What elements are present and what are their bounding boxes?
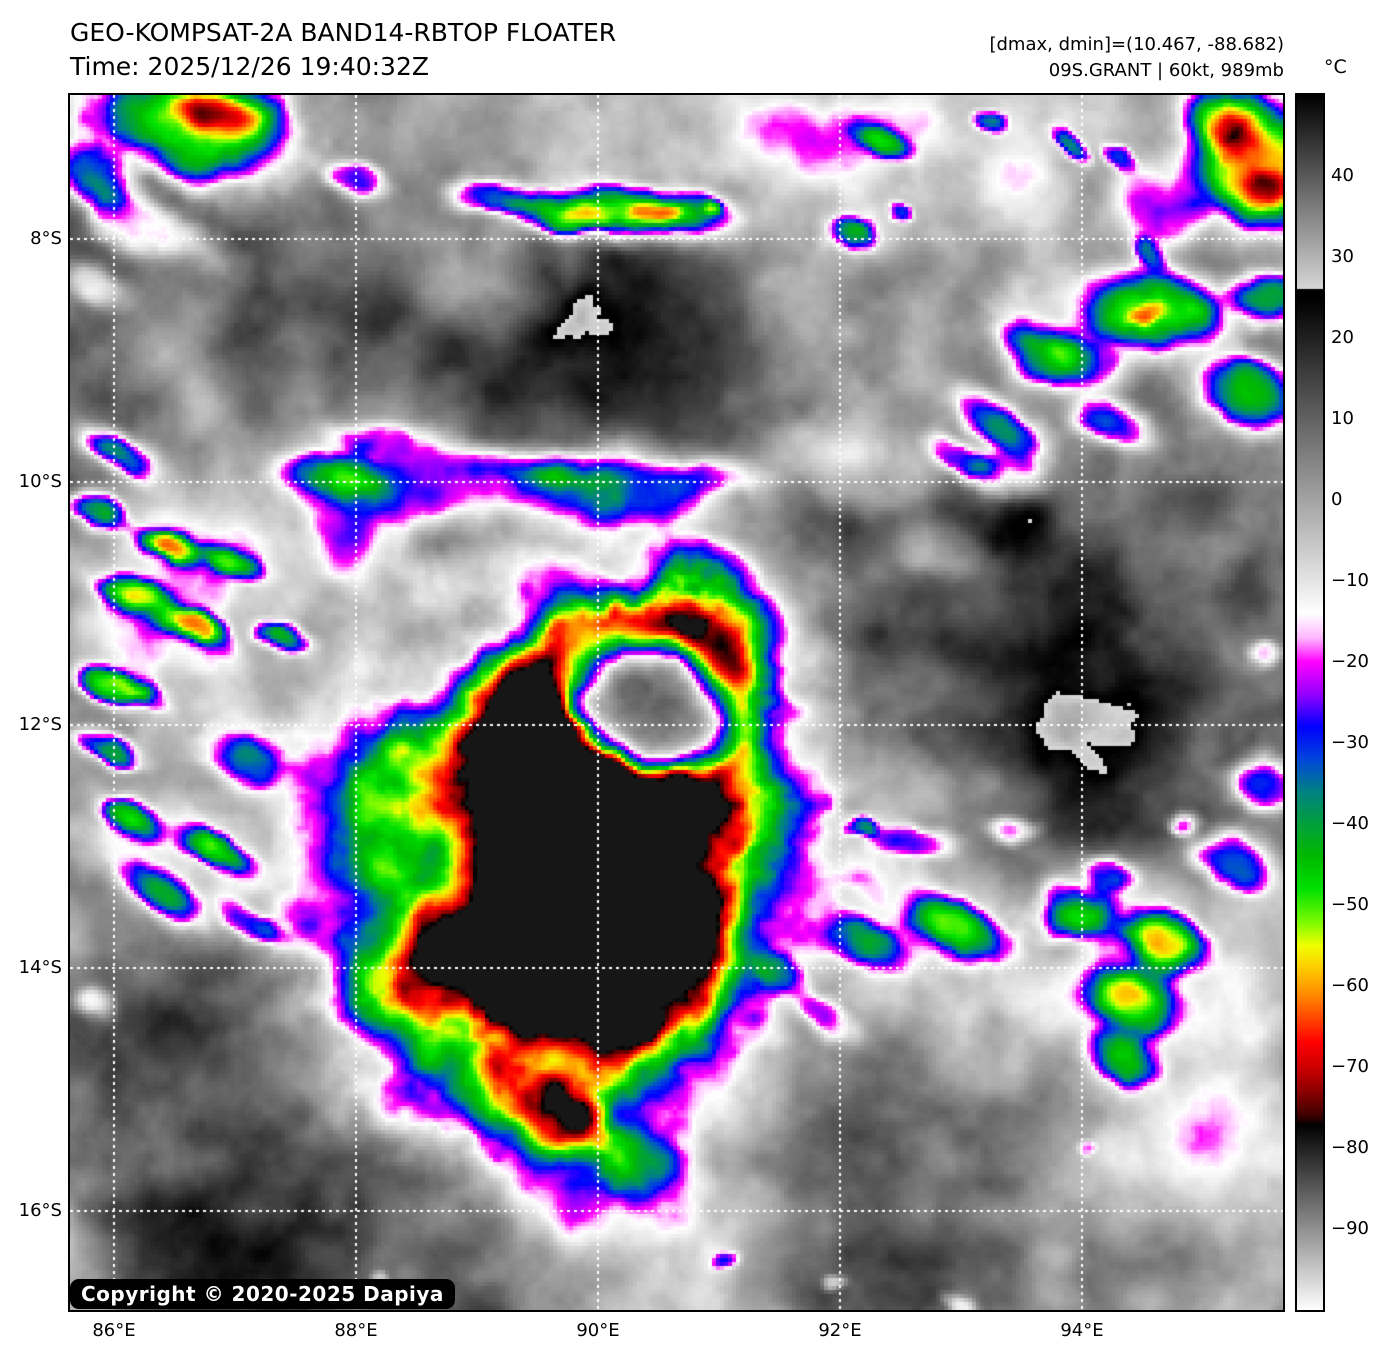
product-title: GEO-KOMPSAT-2A BAND14-RBTOP FLOATER	[70, 18, 617, 47]
colorbar-tick-30: 30	[1331, 246, 1354, 267]
colorbar-tick-10: 10	[1331, 408, 1354, 429]
dmax-dmin-readout: [dmax, dmin]=(10.467, -88.682)	[989, 34, 1284, 55]
colorbar-unit-label: °C	[1324, 56, 1347, 78]
colorbar-tick-−70: −70	[1331, 1056, 1369, 1077]
info-block: [dmax, dmin]=(10.467, -88.682) 09S.GRANT …	[989, 32, 1284, 84]
lon-label-88°E: 88°E	[334, 1320, 378, 1341]
lat-label-12°S: 12°S	[18, 714, 62, 735]
colorbar-tick-−40: −40	[1331, 813, 1369, 834]
colorbar-tick-−10: −10	[1331, 570, 1369, 591]
lat-label-8°S: 8°S	[30, 228, 62, 249]
lat-label-16°S: 16°S	[18, 1200, 62, 1221]
lat-label-10°S: 10°S	[18, 471, 62, 492]
colorbar-tick-−20: −20	[1331, 651, 1369, 672]
storm-id-readout: 09S.GRANT | 60kt, 989mb	[1048, 60, 1284, 81]
lon-label-90°E: 90°E	[576, 1320, 620, 1341]
colorbar-tick-−30: −30	[1331, 732, 1369, 753]
lat-label-14°S: 14°S	[18, 957, 62, 978]
colorbar-tick-0: 0	[1331, 489, 1343, 510]
colorbar-canvas	[1297, 95, 1323, 1310]
colorbar-tick-−80: −80	[1331, 1137, 1369, 1158]
lon-label-94°E: 94°E	[1060, 1320, 1104, 1341]
colorbar-tick-40: 40	[1331, 165, 1354, 186]
timestamp: Time: 2025/12/26 19:40:32Z	[70, 52, 429, 81]
lon-label-86°E: 86°E	[92, 1320, 136, 1341]
satellite-image-canvas	[70, 95, 1283, 1310]
colorbar-tick-−50: −50	[1331, 894, 1369, 915]
copyright-badge: Copyright © 2020-2025 Dapiya	[70, 1279, 455, 1309]
colorbar-tick-−90: −90	[1331, 1218, 1369, 1239]
colorbar-tick-20: 20	[1331, 327, 1354, 348]
title-block: GEO-KOMPSAT-2A BAND14-RBTOP FLOATER Time:…	[70, 16, 616, 84]
colorbar-tick-−60: −60	[1331, 975, 1369, 996]
lon-label-92°E: 92°E	[818, 1320, 862, 1341]
